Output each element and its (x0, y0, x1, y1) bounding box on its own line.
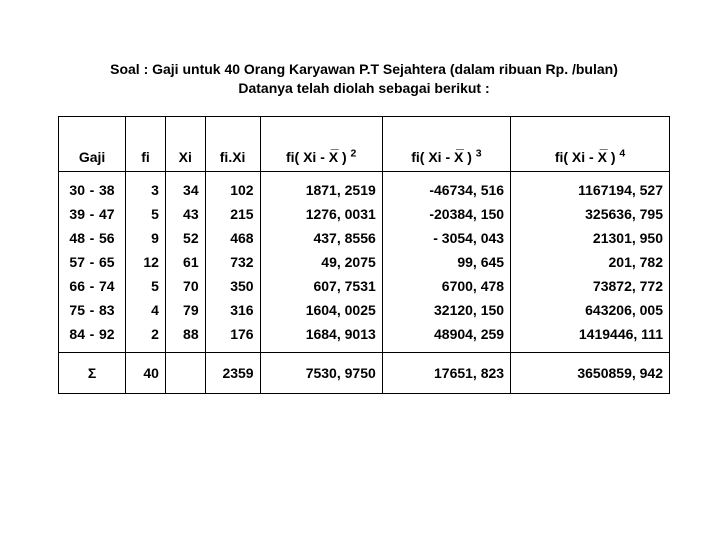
cell-p4: 73872, 772 (511, 274, 670, 298)
cell-p3: -20384, 150 (382, 202, 510, 226)
cell-xi: 88 (165, 322, 205, 353)
cell-fi: 4 (126, 298, 166, 322)
hdr-p3: fi( Xi - X ) 3 (382, 116, 510, 171)
cell-p4: 21301, 950 (511, 226, 670, 250)
cell-fi: 3 (126, 171, 166, 202)
t-fixi: 2359 (205, 352, 260, 393)
title-line1: Soal : Gaji untuk 40 Orang Karyawan P.T … (110, 61, 618, 77)
cell-fi: 5 (126, 202, 166, 226)
title-line2: Datanya telah diolah sebagai berikut : (238, 80, 489, 96)
table-body: 30-383341021871, 2519-46734, 5161167194,… (59, 171, 670, 352)
cell-fixi: 350 (205, 274, 260, 298)
cell-xi: 79 (165, 298, 205, 322)
stats-table: Gaji fi Xi fi.Xi fi( Xi - X ) 2 fi( Xi -… (58, 116, 670, 394)
cell-gaji: 84-92 (59, 322, 126, 353)
cell-p3: 6700, 478 (382, 274, 510, 298)
totals-row: Σ 40 2359 7530, 9750 17651, 823 3650859,… (59, 352, 670, 393)
cell-fi: 12 (126, 250, 166, 274)
cell-p2: 1871, 2519 (260, 171, 382, 202)
t-fi: 40 (126, 352, 166, 393)
table-row: 57-65126173249, 207599, 645201, 782 (59, 250, 670, 274)
table-row: 48-56952468437, 8556- 3054, 04321301, 95… (59, 226, 670, 250)
cell-xi: 34 (165, 171, 205, 202)
hdr-gaji: Gaji (59, 116, 126, 171)
cell-xi: 70 (165, 274, 205, 298)
cell-p3: 48904, 259 (382, 322, 510, 353)
cell-gaji: 39-47 (59, 202, 126, 226)
hdr-p2: fi( Xi - X ) 2 (260, 116, 382, 171)
hdr-fixi: fi.Xi (205, 116, 260, 171)
cell-xi: 61 (165, 250, 205, 274)
cell-gaji: 75-83 (59, 298, 126, 322)
t-p4: 3650859, 942 (511, 352, 670, 393)
cell-p2: 607, 7531 (260, 274, 382, 298)
table-row: 84-922881761684, 901348904, 2591419446, … (59, 322, 670, 353)
title: Soal : Gaji untuk 40 Orang Karyawan P.T … (58, 60, 670, 98)
cell-p2: 1276, 0031 (260, 202, 382, 226)
cell-gaji: 48-56 (59, 226, 126, 250)
cell-fixi: 176 (205, 322, 260, 353)
cell-gaji: 57-65 (59, 250, 126, 274)
cell-p4: 1167194, 527 (511, 171, 670, 202)
cell-gaji: 30-38 (59, 171, 126, 202)
hdr-p4: fi( Xi - X ) 4 (511, 116, 670, 171)
cell-p3: 99, 645 (382, 250, 510, 274)
cell-fi: 2 (126, 322, 166, 353)
table-row: 39-475432151276, 0031-20384, 150325636, … (59, 202, 670, 226)
cell-p4: 1419446, 111 (511, 322, 670, 353)
cell-p2: 1684, 9013 (260, 322, 382, 353)
t-sigma: Σ (59, 352, 126, 393)
cell-fixi: 468 (205, 226, 260, 250)
hdr-xi: Xi (165, 116, 205, 171)
cell-p2: 437, 8556 (260, 226, 382, 250)
cell-fixi: 316 (205, 298, 260, 322)
cell-xi: 43 (165, 202, 205, 226)
cell-fi: 5 (126, 274, 166, 298)
cell-p3: - 3054, 043 (382, 226, 510, 250)
cell-fixi: 732 (205, 250, 260, 274)
cell-p3: 32120, 150 (382, 298, 510, 322)
header-row: Gaji fi Xi fi.Xi fi( Xi - X ) 2 fi( Xi -… (59, 116, 670, 171)
t-p3: 17651, 823 (382, 352, 510, 393)
cell-fixi: 102 (205, 171, 260, 202)
cell-fi: 9 (126, 226, 166, 250)
cell-p2: 49, 2075 (260, 250, 382, 274)
table-row: 66-74570350607, 75316700, 47873872, 772 (59, 274, 670, 298)
cell-fixi: 215 (205, 202, 260, 226)
cell-gaji: 66-74 (59, 274, 126, 298)
cell-p4: 201, 782 (511, 250, 670, 274)
hdr-fi: fi (126, 116, 166, 171)
table-row: 30-383341021871, 2519-46734, 5161167194,… (59, 171, 670, 202)
cell-p4: 325636, 795 (511, 202, 670, 226)
table-row: 75-834793161604, 002532120, 150643206, 0… (59, 298, 670, 322)
cell-p4: 643206, 005 (511, 298, 670, 322)
cell-xi: 52 (165, 226, 205, 250)
t-xi (165, 352, 205, 393)
cell-p3: -46734, 516 (382, 171, 510, 202)
cell-p2: 1604, 0025 (260, 298, 382, 322)
t-p2: 7530, 9750 (260, 352, 382, 393)
